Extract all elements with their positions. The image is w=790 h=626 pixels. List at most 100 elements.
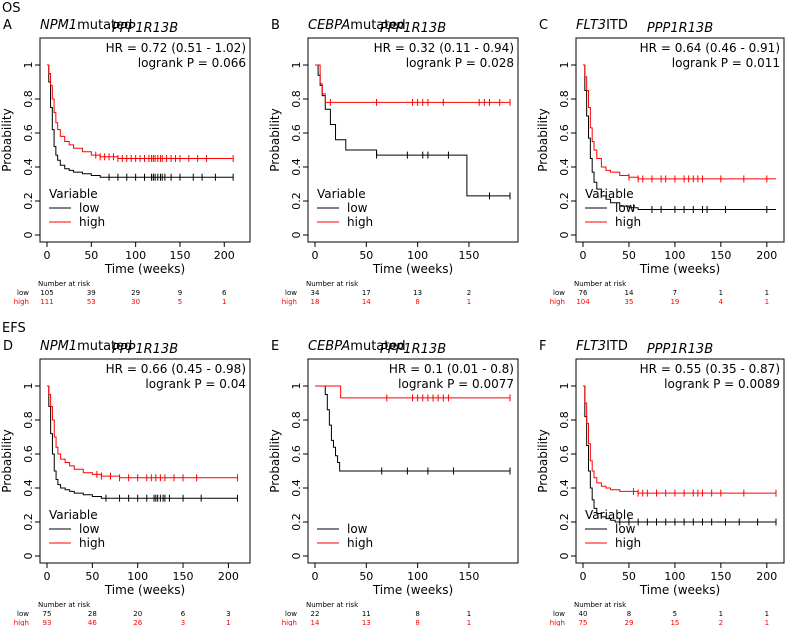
plot-title: PPP1R13B: [380, 342, 446, 357]
risk-count-high: 1: [765, 298, 769, 306]
risk-table-header: Number at risk: [38, 601, 91, 609]
risk-count-high: 19: [670, 298, 679, 306]
y-tick-label: 0.2: [22, 513, 35, 531]
risk-count-high: 26: [133, 619, 142, 626]
risk-row-label-high: high: [14, 298, 29, 306]
risk-count-high: 1: [222, 298, 226, 306]
survival-curve-high: [583, 385, 776, 494]
x-tick-label: 150: [710, 249, 731, 262]
plot-frame: [39, 358, 251, 564]
risk-count-high: 15: [670, 619, 679, 626]
risk-row-label-high: high: [282, 619, 297, 626]
y-axis-label: Probability: [268, 429, 282, 492]
risk-count-high: 14: [362, 298, 371, 306]
plot-title: PPP1R13B: [112, 342, 178, 357]
gene-name: CEBPA: [308, 339, 350, 354]
x-tick-label: 150: [458, 249, 479, 262]
condition-suffix: mutated: [77, 18, 132, 33]
survival-curve-low: [315, 64, 510, 197]
y-tick-label: 0.6: [22, 445, 35, 463]
y-tick-label: 1: [290, 383, 303, 390]
y-tick-label: 0: [558, 553, 571, 560]
y-tick-label: 0.8: [290, 90, 303, 108]
x-tick-label: 150: [173, 570, 194, 583]
y-tick-label: 0.4: [290, 479, 303, 497]
section-label-os: OS: [2, 1, 20, 16]
x-tick-label: 150: [169, 249, 190, 262]
x-tick-label: 50: [359, 249, 373, 262]
risk-count-low: 22: [311, 610, 320, 618]
risk-count-low: 9: [178, 289, 182, 297]
risk-count-low: 1: [765, 289, 769, 297]
plot-frame: [575, 358, 785, 564]
survival-curve-high: [47, 385, 238, 479]
risk-count-low: 11: [362, 610, 371, 618]
risk-row-label-low: low: [285, 289, 297, 297]
risk-count-low: 40: [579, 610, 588, 618]
legend-label-high: high: [79, 215, 105, 229]
legend-label-low: low: [79, 522, 100, 536]
y-tick-label: 0.8: [22, 90, 35, 108]
risk-count-high: 1: [467, 298, 471, 306]
y-axis-label: Probability: [536, 429, 550, 492]
risk-row-label-low: low: [17, 610, 29, 618]
gene-name: FLT3: [576, 339, 606, 354]
logrank-p-text: logrank P = 0.066: [138, 56, 246, 70]
risk-count-low: 39: [87, 289, 96, 297]
risk-table-header: Number at risk: [306, 601, 359, 609]
plot-frame: [575, 37, 785, 243]
x-axis-label: Time (weeks): [639, 262, 720, 276]
y-tick-label: 0.4: [290, 158, 303, 176]
risk-table-header: Number at risk: [574, 601, 627, 609]
legend-title: Variable: [585, 187, 634, 201]
x-axis-label: Time (weeks): [104, 583, 185, 597]
x-tick-label: 0: [580, 249, 587, 262]
risk-count-low: 76: [579, 289, 588, 297]
legend-title: Variable: [585, 508, 634, 522]
risk-row-label-high: high: [282, 298, 297, 306]
x-tick-label: 0: [44, 570, 51, 583]
risk-count-low: 8: [627, 610, 631, 618]
legend-title: Variable: [49, 187, 98, 201]
gene-name: NPM1: [40, 18, 77, 33]
risk-count-high: 75: [579, 619, 588, 626]
risk-count-low: 20: [133, 610, 142, 618]
risk-row-label-low: low: [17, 289, 29, 297]
x-tick-label: 200: [218, 570, 239, 583]
x-axis-label: Time (weeks): [104, 262, 185, 276]
logrank-p-text: logrank P = 0.0089: [664, 377, 780, 391]
y-tick-label: 0: [290, 553, 303, 560]
panel-condition-heading: NPM1mutated: [40, 339, 132, 354]
plot-frame: [307, 358, 519, 564]
risk-count-low: 29: [131, 289, 140, 297]
y-tick-label: 1: [558, 383, 571, 390]
risk-count-low: 6: [181, 610, 186, 618]
y-tick-label: 0.6: [22, 124, 35, 142]
survival-curve-high: [583, 64, 776, 180]
risk-count-low: 1: [467, 610, 471, 618]
panel-condition-heading: FLT3ITD: [576, 18, 628, 33]
condition-suffix: ITD: [606, 18, 628, 33]
risk-count-high: 1: [765, 619, 769, 626]
y-tick-label: 0.2: [22, 192, 35, 210]
y-tick-label: 0.4: [558, 158, 571, 176]
panel-letter: E: [271, 339, 279, 354]
risk-count-high: 18: [311, 298, 320, 306]
gene-name: CEBPA: [308, 18, 350, 33]
panel-letter: C: [539, 18, 548, 33]
legend-label-low: low: [347, 201, 368, 215]
panel-letter: D: [3, 339, 13, 354]
y-tick-label: 0.4: [22, 158, 35, 176]
legend-label-high: high: [347, 215, 373, 229]
risk-count-high: 1: [226, 619, 230, 626]
risk-row-label-high: high: [550, 298, 565, 306]
hazard-ratio-text: HR = 0.72 (0.51 - 1.02): [106, 41, 246, 55]
risk-count-low: 6: [222, 289, 227, 297]
risk-count-high: 2: [719, 619, 723, 626]
logrank-p-text: logrank P = 0.011: [672, 56, 780, 70]
risk-row-label-high: high: [14, 619, 29, 626]
